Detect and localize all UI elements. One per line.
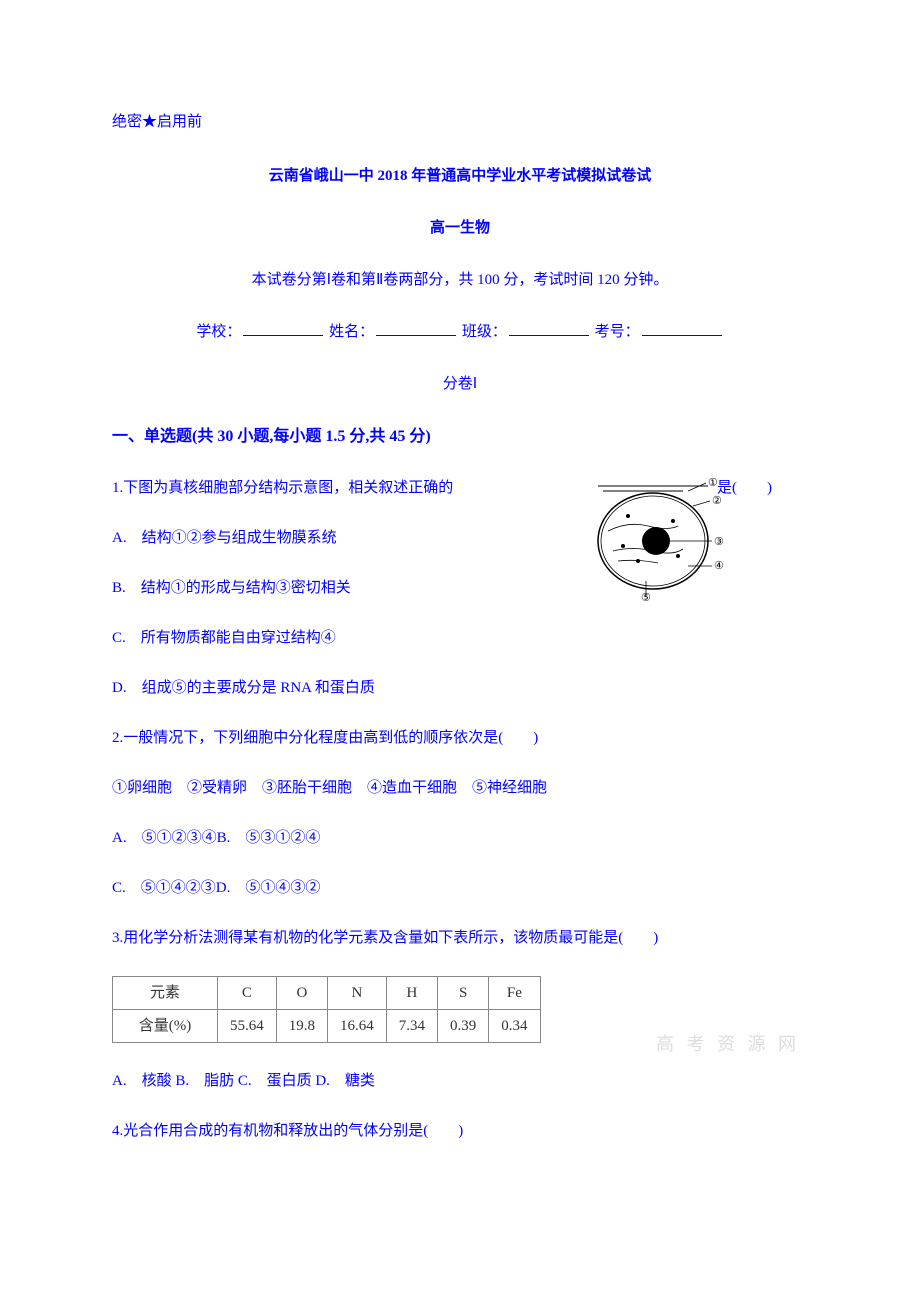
td-label: 含量(%)	[113, 1009, 218, 1042]
svg-text:③: ③	[714, 536, 724, 548]
svg-text:⑤: ⑤	[641, 592, 651, 601]
td-s: 0.39	[438, 1009, 489, 1042]
cell-diagram: ① ② ③ ④ ⑤	[578, 471, 728, 601]
question-4: 4.光合作用合成的有机物和释放出的气体分别是( )	[112, 1119, 808, 1143]
section-label: 分卷Ⅰ	[112, 372, 808, 396]
td-n: 16.64	[328, 1009, 387, 1042]
school-blank	[243, 320, 323, 336]
question-3: 3.用化学分析法测得某有机物的化学元素及含量如下表所示，该物质最可能是( )	[112, 926, 808, 950]
th-h: H	[386, 976, 437, 1009]
name-blank	[376, 320, 456, 336]
question-1: 1.下图为真核细胞部分结构示意图，相关叙述正确的 是( ) ① ② ③ ④	[112, 476, 808, 500]
exam-info: 本试卷分第Ⅰ卷和第Ⅱ卷两部分，共 100 分，考试时间 120 分钟。	[112, 268, 808, 292]
confidential-note: 绝密★启用前	[112, 110, 808, 134]
td-fe: 0.34	[489, 1009, 540, 1042]
q1-option-d: D. 组成⑤的主要成分是 RNA 和蛋白质	[112, 676, 808, 700]
table-header-row: 元素 C O N H S Fe	[113, 976, 541, 1009]
td-h: 7.34	[386, 1009, 437, 1042]
q2-options-cd: C. ⑤①④②③D. ⑤①④③②	[112, 876, 808, 900]
question-2: 2.一般情况下，下列细胞中分化程度由高到低的顺序依次是( )	[112, 726, 808, 750]
th-o: O	[276, 976, 327, 1009]
school-label: 学校：	[196, 324, 241, 340]
class-label: 班级：	[462, 324, 507, 340]
table-row: 含量(%) 55.64 19.8 16.64 7.34 0.39 0.34	[113, 1009, 541, 1042]
exam-title: 云南省峨山一中 2018 年普通高中学业水平考试模拟试卷试	[112, 164, 808, 188]
td-o: 19.8	[276, 1009, 327, 1042]
q2-list: ①卵细胞 ②受精卵 ③胚胎干细胞 ④造血干细胞 ⑤神经细胞	[112, 776, 808, 800]
cell-svg-icon: ① ② ③ ④ ⑤	[578, 471, 728, 601]
svg-text:①: ①	[708, 477, 718, 489]
name-label: 姓名：	[329, 324, 374, 340]
q1-stem-part1: 1.下图为真核细胞部分结构示意图，相关叙述正确的	[112, 480, 453, 496]
q1-option-c: C. 所有物质都能自由穿过结构④	[112, 626, 808, 650]
q3-options: A. 核酸 B. 脂肪 C. 蛋白质 D. 糖类	[112, 1069, 808, 1093]
examno-blank	[642, 320, 722, 336]
svg-text:②: ②	[712, 495, 722, 507]
th-c: C	[218, 976, 277, 1009]
th-s: S	[438, 976, 489, 1009]
section-heading: 一、单选题(共 30 小题,每小题 1.5 分,共 45 分)	[112, 424, 808, 450]
examno-label: 考号：	[595, 324, 640, 340]
td-c: 55.64	[218, 1009, 277, 1042]
q2-options-ab: A. ⑤①②③④B. ⑤③①②④	[112, 826, 808, 850]
q3-table: 元素 C O N H S Fe 含量(%) 55.64 19.8 16.64 7…	[112, 976, 541, 1043]
exam-subtitle: 高一生物	[112, 216, 808, 240]
svg-text:④: ④	[714, 560, 724, 572]
student-form-line: 学校： 姓名： 班级： 考号：	[112, 320, 808, 344]
th-n: N	[328, 976, 387, 1009]
th-element: 元素	[113, 976, 218, 1009]
class-blank	[509, 320, 589, 336]
th-fe: Fe	[489, 976, 540, 1009]
